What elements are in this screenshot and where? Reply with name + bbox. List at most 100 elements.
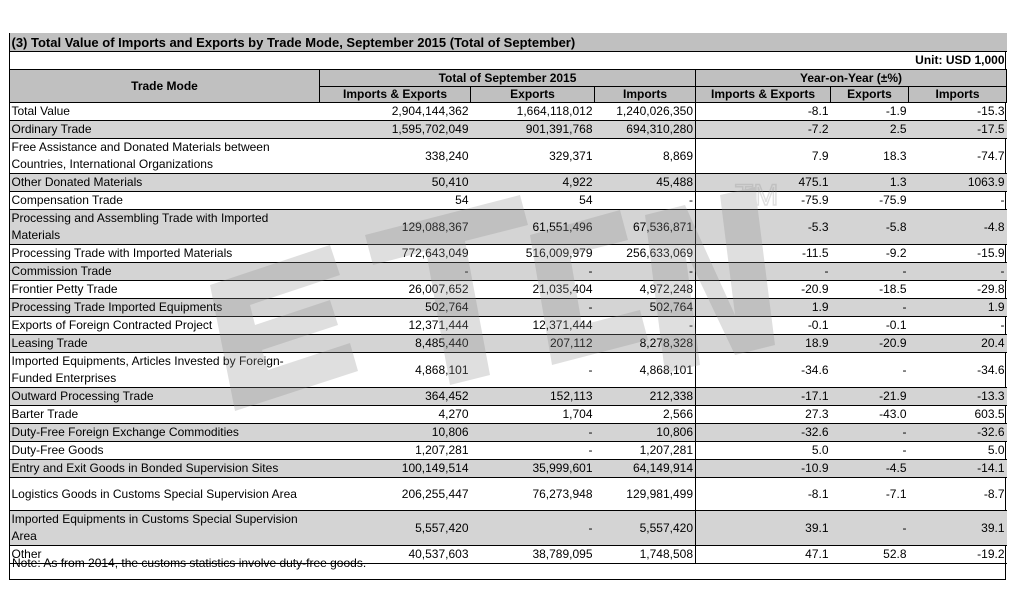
total-imports-cell: 5,557,420 [594,510,696,546]
total-exports-cell: - [470,298,595,317]
yoy-imports-cell: 5.0 [908,441,1007,460]
total-imports-exports-cell: 206,255,447 [319,477,471,511]
yoy-imports-cell: -8.7 [908,477,1007,511]
yoy-exports-cell: 18.3 [830,138,909,174]
yoy-imports-cell: 603.5 [908,405,1007,424]
yoy-imports-cell: - [908,262,1007,281]
trade-table: (3) Total Value of Imports and Exports b… [9,33,1008,564]
yoy-imports-exports-cell: -10.9 [695,459,831,478]
total-exports-cell: 35,999,601 [470,459,595,478]
total-exports-cell: - [470,423,595,442]
trade-mode-cell: Other [9,545,320,564]
total-exports-cell: 901,391,768 [470,120,595,139]
total-imports-cell: 212,338 [594,387,696,406]
total-imports-exports-cell: 502,764 [319,298,471,317]
total-exports-cell: 76,273,948 [470,477,595,511]
total-imports-cell: 8,869 [594,138,696,174]
yoy-exports-cell: - [830,352,909,388]
table-body: Total Value 2,904,144,362 1,664,118,012 1,2… [9,102,1007,564]
yoy-imports-cell: 1.9 [908,298,1007,317]
yoy-imports-exports-cell: -8.1 [695,102,831,121]
yoy-imports-cell: -15.9 [908,244,1007,263]
total-imports-cell: - [594,316,696,335]
trade-mode-cell: Outward Processing Trade [9,387,320,406]
yoy-imports-exports-cell: -0.1 [695,316,831,335]
table-row: Ordinary Trade 1,595,702,049 901,391,768 69… [9,120,1007,139]
yoy-exports-cell: - [830,262,909,281]
trade-mode-cell: Exports of Foreign Contracted Project [9,316,320,335]
yoy-imports-exports-cell: -20.9 [695,280,831,299]
footnote: Note: As from 2014, the customs statisti… [12,556,367,570]
yoy-imports-cell: 39.1 [908,510,1007,546]
total-imports-cell: 4,972,248 [594,280,696,299]
yoy-imports-exports-cell: -75.9 [695,191,831,210]
yoy-imports-exports-cell: 39.1 [695,510,831,546]
total-imports-exports-cell: 338,240 [319,138,471,174]
table-row: Compensation Trade 54 54- -75.9 -75.9- [9,191,1007,210]
trade-mode-cell: Total Value [9,102,320,121]
total-imports-cell: 67,536,871 [594,209,696,245]
table-row: Exports of Foreign Contracted Project 12,… [9,316,1007,335]
table-row: Other Donated Materials 50,410 4,922 45,488… [9,173,1007,192]
yoy-imports-cell: -17.5 [908,120,1007,139]
yoy-exports-cell: -75.9 [830,191,909,210]
total-exports-cell: 12,371,444 [470,316,595,335]
trade-mode-cell: Other Donated Materials [9,173,320,192]
total-exports-cell: - [470,352,595,388]
total-exports-cell: - [470,510,595,546]
trade-mode-cell: Processing Trade with Imported Materials [9,244,320,263]
table-row: Logistics Goods in Customs Special Super… [9,477,1007,511]
total-imports-exports-cell: 54 [319,191,471,210]
trade-mode-cell: Frontier Petty Trade [9,280,320,299]
trade-mode-cell: Duty-Free Foreign Exchange Commodities [9,423,320,442]
yoy-imports-exports-cell: -5.3 [695,209,831,245]
total-imports-cell: 256,633,069 [594,244,696,263]
total-exports-cell: - [470,262,595,281]
total-imports-cell: 502,764 [594,298,696,317]
total-imports-cell: 64,149,914 [594,459,696,478]
total-imports-exports-cell: 1,207,281 [319,441,471,460]
yoy-imports-exports-cell: -34.6 [695,352,831,388]
yoy-imports-exports-cell: - [695,262,831,281]
trade-mode-cell: Logistics Goods in Customs Special Super… [9,477,320,511]
yoy-imports-cell: -13.3 [908,387,1007,406]
yoy-exports-cell: -18.5 [830,280,909,299]
yoy-exports-cell: -5.8 [830,209,909,245]
total-imports-cell: 2,566 [594,405,696,424]
total-imports-exports-cell: 1,595,702,049 [319,120,471,139]
total-imports-exports-cell: 50,410 [319,173,471,192]
total-imports-cell: 45,488 [594,173,696,192]
table-row: Imported Equipments, Articles Invested b… [9,352,1007,388]
total-imports-cell: - [594,262,696,281]
header-yoy-group: Year-on-Year (±%) [694,69,1008,87]
yoy-imports-cell: -14.1 [908,459,1007,478]
total-exports-cell: 61,551,496 [470,209,595,245]
total-imports-exports-cell: 364,452 [319,387,471,406]
total-imports-cell: 1,240,026,350 [594,102,696,121]
yoy-imports-exports-cell: 47.1 [695,545,831,564]
total-imports-exports-cell: - [319,262,471,281]
yoy-exports-cell: -9.2 [830,244,909,263]
total-imports-cell: 4,868,101 [594,352,696,388]
header-yoy-imports: Imports [907,86,1008,103]
total-imports-cell: 1,748,508 [594,545,696,564]
total-imports-exports-cell: 2,904,144,362 [319,102,471,121]
table-row: Other 40,537,603 38,789,095 1,748,508 47.1 52… [9,545,1007,564]
yoy-exports-cell: -21.9 [830,387,909,406]
yoy-imports-cell: -74.7 [908,138,1007,174]
yoy-imports-exports-cell: -17.1 [695,387,831,406]
trade-mode-cell: Imported Equipments, Articles Invested b… [9,352,320,388]
total-exports-cell: 4,922 [470,173,595,192]
yoy-imports-exports-cell: 1.9 [695,298,831,317]
yoy-imports-cell: -34.6 [908,352,1007,388]
trade-mode-cell: Leasing Trade [9,334,320,353]
table-row: Commission Trade - - - - - - [9,262,1007,281]
yoy-imports-cell: -4.8 [908,209,1007,245]
total-exports-cell: 329,371 [470,138,595,174]
yoy-exports-cell: -20.9 [830,334,909,353]
total-exports-cell: 38,789,095 [470,545,595,564]
header-yoy-exports: Exports [830,86,909,103]
total-exports-cell: 21,035,404 [470,280,595,299]
yoy-imports-exports-cell: 18.9 [695,334,831,353]
total-imports-exports-cell: 8,485,440 [319,334,471,353]
